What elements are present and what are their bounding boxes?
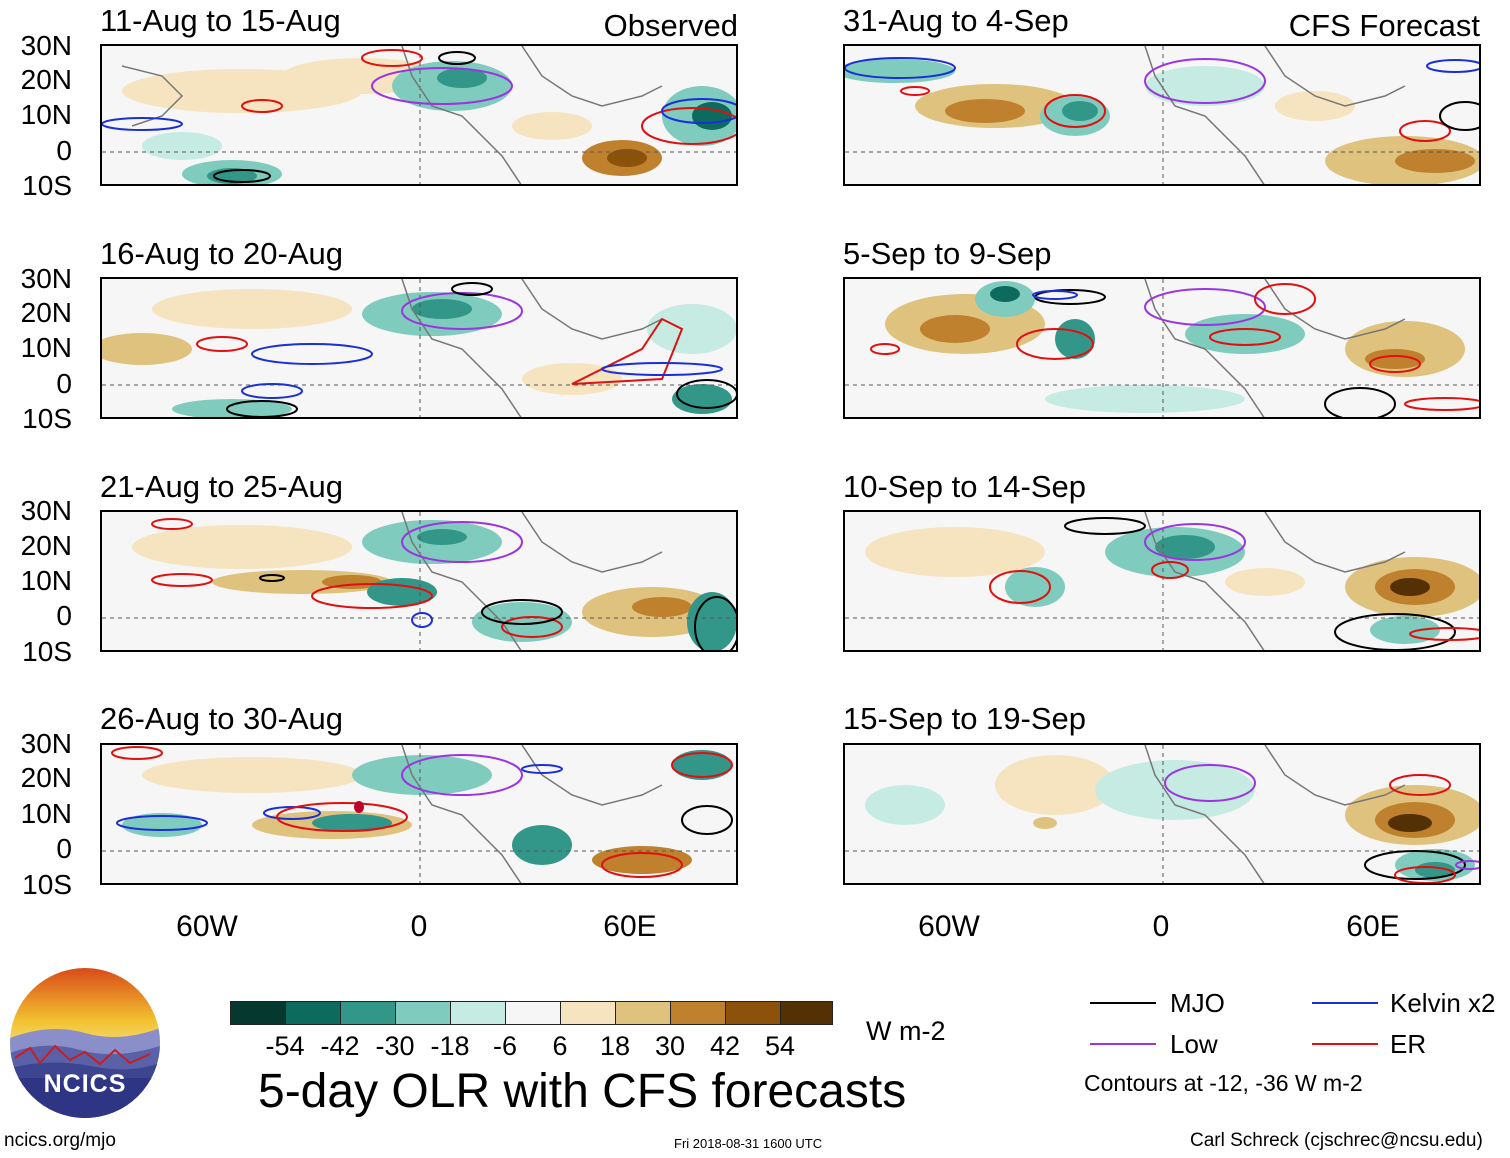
lat-label: 30N: [20, 263, 72, 294]
footer-timestamp: Fri 2018-08-31 1600 UTC: [674, 1136, 823, 1151]
map-panel-8: [843, 743, 1481, 885]
legend-label-er: ER: [1390, 1029, 1427, 1059]
lon-label: 60W: [176, 910, 238, 943]
lat-label: 30N: [20, 30, 72, 61]
panel-title-4: 26-Aug to 30-Aug: [100, 701, 344, 736]
ncics-logo: NCICS: [10, 968, 160, 1118]
colorbar-units: W m-2: [866, 1016, 946, 1046]
legend-line-low: [1090, 1043, 1156, 1045]
lon-label: 0: [410, 910, 428, 943]
colorbar-label: 18: [599, 1031, 631, 1061]
legend-label-low: Low: [1170, 1029, 1218, 1059]
legend-line-er: [1312, 1043, 1378, 1045]
footer-url: ncics.org/mjo: [4, 1130, 116, 1151]
colorbar-swatch: [230, 1001, 286, 1025]
colorbar-label: 42: [709, 1031, 741, 1061]
map-panel-7: [843, 510, 1481, 652]
panel-title-6: 5-Sep to 9-Sep: [843, 236, 1052, 271]
lat-label: 0: [56, 135, 72, 166]
lat-label: 10S: [22, 170, 72, 201]
panel-title-2: 16-Aug to 20-Aug: [100, 236, 344, 271]
lat-label: 20N: [20, 762, 72, 793]
map-panel-6: [843, 277, 1481, 419]
colorbar-label: 30: [654, 1031, 686, 1061]
observed-label: Observed: [603, 8, 738, 43]
colorbar-label: 6: [552, 1031, 568, 1061]
colorbar-swatch: [450, 1001, 506, 1025]
lat-label: 0: [56, 833, 72, 864]
lon-label: 60W: [918, 910, 980, 943]
panel-title-3: 21-Aug to 25-Aug: [100, 469, 344, 504]
colorbar-swatch: [560, 1001, 616, 1025]
figure-title: 5-day OLR with CFS forecasts: [258, 1065, 907, 1118]
colorbar-swatch: [670, 1001, 726, 1025]
lon-label: 0: [1152, 910, 1170, 943]
lat-label: 10N: [20, 565, 72, 596]
map-panel-2: [100, 277, 738, 419]
lat-label: 20N: [20, 530, 72, 561]
contours-note: Contours at -12, -36 W m-2: [1084, 1070, 1363, 1096]
colorbar-swatch: [285, 1001, 341, 1025]
lon-label: 60E: [603, 910, 657, 943]
panel-title-5: 31-Aug to 4-Sep: [843, 3, 1069, 38]
lat-label: 10N: [20, 798, 72, 829]
lat-label: 10N: [20, 332, 72, 363]
map-panel-4: [100, 743, 738, 885]
panel-title-8: 15-Sep to 19-Sep: [843, 701, 1087, 736]
lat-label: 10S: [22, 869, 72, 900]
legend-label-mjo: MJO: [1170, 988, 1225, 1018]
forecast-label: CFS Forecast: [1288, 8, 1480, 43]
panel-title-7: 10-Sep to 14-Sep: [843, 469, 1087, 504]
lat-label: 30N: [20, 728, 72, 759]
legend-line-kelvin: [1312, 1002, 1378, 1004]
lat-label: 20N: [20, 297, 72, 328]
footer-author: Carl Schreck (cjschrec@ncsu.edu): [1190, 1130, 1483, 1151]
lat-label: 10N: [20, 99, 72, 130]
lat-label: 0: [56, 368, 72, 399]
colorbar-swatch: [505, 1001, 561, 1025]
colorbar-swatch: [780, 1001, 833, 1025]
lat-label: 30N: [20, 495, 72, 526]
map-panel-5: [843, 44, 1481, 186]
logo-text: NCICS: [43, 1070, 127, 1098]
colorbar-label: -30: [375, 1031, 415, 1061]
lat-label: 0: [56, 600, 72, 631]
panel-title-1: 11-Aug to 15-Aug: [100, 3, 341, 38]
colorbar-label: -42: [320, 1031, 360, 1061]
legend-line-mjo: [1090, 1002, 1156, 1004]
colorbar-label: -54: [265, 1031, 305, 1061]
lat-label: 10S: [22, 636, 72, 667]
legend-label-kelvin: Kelvin x2: [1390, 988, 1496, 1018]
colorbar-label: 54: [764, 1031, 796, 1061]
lat-label: 10S: [22, 403, 72, 434]
colorbar-swatch: [615, 1001, 671, 1025]
colorbar-swatch: [340, 1001, 396, 1025]
colorbar-label: -18: [430, 1031, 470, 1061]
colorbar-swatch: [395, 1001, 451, 1025]
colorbar-label: -6: [492, 1031, 517, 1061]
colorbar-swatch: [725, 1001, 781, 1025]
lon-label: 60E: [1346, 910, 1400, 943]
map-panel-1: [100, 44, 738, 186]
map-panel-3: [100, 510, 738, 652]
lat-label: 20N: [20, 64, 72, 95]
